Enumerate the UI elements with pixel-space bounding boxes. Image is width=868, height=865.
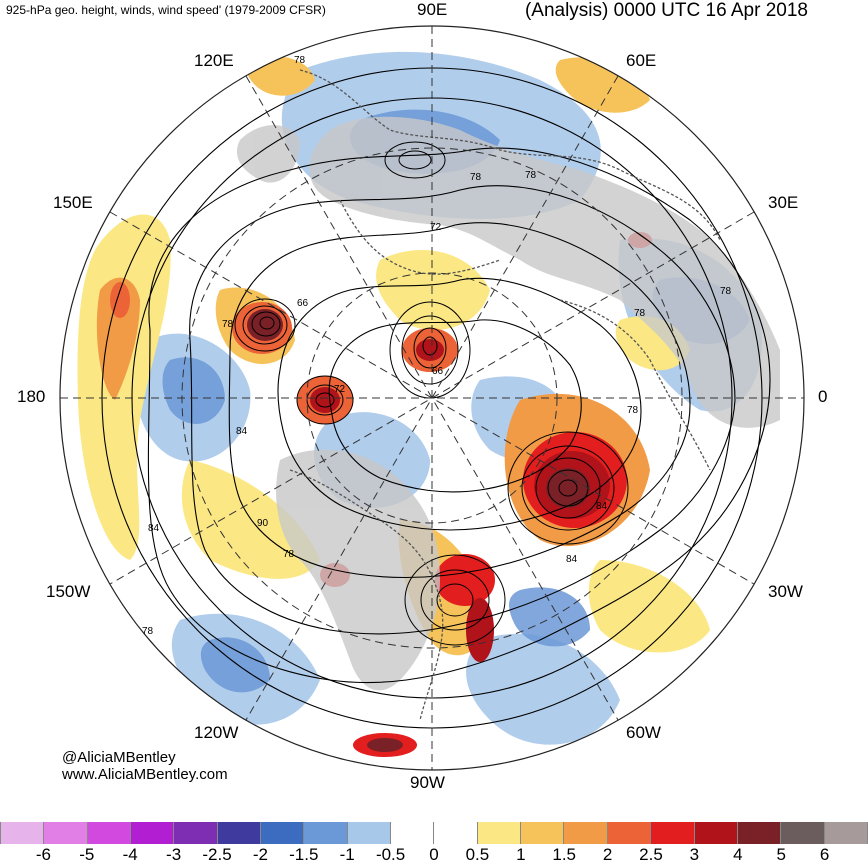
map-boundary (59, 25, 805, 771)
contour-value-labels: 78 78 78 66 72 78 66 72 78 78 84 90 78 8… (142, 55, 732, 637)
colorbar-swatch (607, 822, 652, 844)
colorbar-swatch (174, 822, 218, 844)
contour-label: 72 (430, 222, 442, 233)
colorbar-tick-label: -0.5 (375, 845, 406, 864)
colorbar-swatch (0, 822, 45, 844)
colorbar-tick-labels: -6 -5 -4 -3 -2.5 -2 -1.5 -1 -0.5 0 0.5 1 1.5 2 2.5 3 4 5 6 (0, 845, 868, 865)
longitude-label-60w: 60W (626, 723, 661, 742)
contour-label: 78 (525, 170, 537, 181)
longitude-label-60e: 60E (626, 51, 657, 70)
colorbar-tick-label: 0.5 (465, 845, 490, 864)
colorbar-swatch (87, 822, 132, 844)
colorbar-tick-label: 1.5 (552, 845, 577, 864)
colorbar-swatch (521, 822, 565, 844)
credit-website: www.AliciaMBentley.com (62, 766, 228, 783)
wind-anomaly-colorbar (0, 822, 868, 844)
contour-label: 78 (294, 55, 306, 66)
colorbar-tick-label: 3 (689, 845, 700, 864)
colorbar-tick-label: -5 (79, 845, 95, 864)
colorbar-tick-label: 6 (819, 845, 830, 864)
colorbar-tick-label: -1 (339, 845, 355, 864)
colorbar-swatch (651, 822, 695, 844)
colorbar-swatch (824, 822, 868, 844)
closed-low-contours (234, 141, 629, 646)
colorbar-swatch (391, 822, 435, 844)
colorbar-tick-label: -2 (252, 845, 268, 864)
colorbar-tick-label: 5 (776, 845, 786, 864)
map-title-right: (Analysis) 0000 UTC 16 Apr 2018 (524, 0, 808, 21)
colorbar-tick-label: -2.5 (202, 845, 232, 864)
contour-label: 84 (566, 554, 578, 565)
map-disk (60, 26, 804, 770)
longitude-label-180: 180 (17, 387, 46, 406)
longitude-label-150e: 150E (53, 193, 93, 212)
colorbar-tick-label: -4 (122, 845, 138, 864)
contour-label: 84 (596, 501, 608, 512)
contour-label: 78 (283, 549, 295, 560)
colorbar-tick-label: -1.5 (289, 845, 319, 864)
longitude-label-120e: 120E (194, 51, 234, 70)
colorbar-swatch (44, 822, 88, 844)
polar-stereographic-map: 78 78 78 66 72 78 66 72 78 78 84 90 78 8… (59, 25, 805, 771)
longitude-label-30e: 30E (768, 193, 799, 212)
contour-label: 66 (432, 366, 444, 377)
colorbar-swatch (477, 822, 522, 844)
colorbar-tick-label: 2.5 (639, 845, 663, 864)
contour-label: 72 (334, 384, 346, 395)
colorbar-swatch (261, 822, 305, 844)
colorbar-swatch (564, 822, 608, 844)
longitude-label-0: 0 (818, 387, 828, 406)
longitude-label-150w: 150W (46, 582, 91, 601)
contour-label: 78 (142, 626, 154, 637)
colorbar-swatch (694, 822, 738, 844)
colorbar-swatch (737, 822, 782, 844)
graticule (60, 26, 804, 770)
land-shading (236, 116, 780, 691)
contour-label: 66 (297, 298, 309, 309)
colorbar-tick-label: 1 (516, 845, 526, 864)
map-title-left: 925-hPa geo. height, winds, wind speed' … (6, 3, 326, 17)
longitude-label-30w: 30W (768, 582, 803, 601)
contour-label: 78 (470, 172, 482, 183)
contour-label: 78 (634, 308, 646, 319)
coastlines (289, 69, 721, 721)
contour-label: 84 (148, 523, 160, 534)
colorbar-swatch (217, 822, 262, 844)
colorbar-tick-label: 4 (733, 845, 743, 864)
longitude-label-90w: 90W (410, 773, 445, 792)
contour-label: 90 (257, 518, 269, 529)
colorbar-tick-label: 2 (602, 845, 613, 864)
colorbar-swatch (347, 822, 392, 844)
contour-label: 84 (236, 426, 248, 437)
contour-label: 78 (720, 286, 732, 297)
colorbar-tick-label: 0 (429, 845, 439, 864)
colorbar-swatch (781, 822, 825, 844)
longitude-label-120w: 120W (194, 723, 239, 742)
colorbar-tick-label: -3 (166, 845, 182, 864)
colorbar-swatch (304, 822, 348, 844)
colorbar-swatch (434, 822, 478, 844)
credit-handle: @AliciaMBentley (62, 749, 176, 766)
colorbar-swatch (131, 822, 175, 844)
colorbar-tick-label: -6 (35, 845, 51, 864)
contour-label: 78 (222, 319, 234, 330)
longitude-label-90e: 90E (417, 0, 448, 19)
contour-label: 78 (627, 405, 639, 416)
